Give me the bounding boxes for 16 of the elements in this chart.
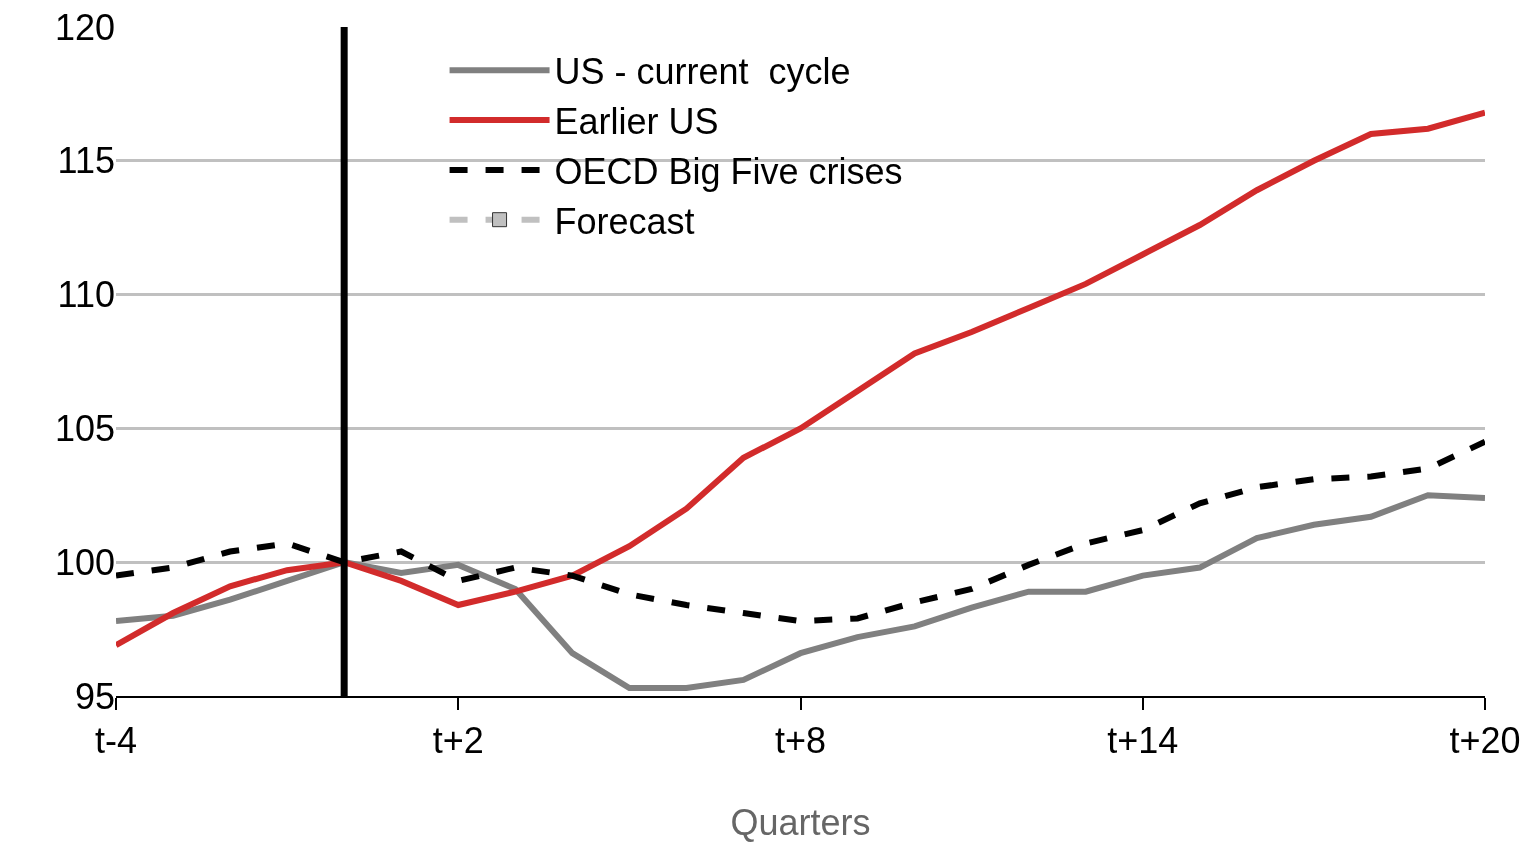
y-tick-label: 105 (54, 408, 115, 449)
x-tick-label: t+2 (432, 720, 484, 762)
y-tick-label: 115 (57, 140, 115, 182)
x-tick-label: t+8 (774, 720, 827, 762)
y-tick-label: 95 (74, 675, 115, 717)
x-tick-label: t-4 (94, 720, 138, 762)
legend-label: OECD Big Five crises (554, 150, 903, 192)
legend-label: US - current cycle (554, 51, 851, 93)
y-tick-label: 110 (57, 274, 115, 316)
x-tick-label: t+14 (1107, 720, 1179, 762)
y-tick-label: 100 (54, 541, 115, 583)
y-tick-label: 120 (54, 6, 115, 48)
x-tick-label: t+20 (1449, 720, 1521, 762)
legend-label: Forecast (554, 200, 695, 242)
x-axis-title: Quarters (730, 802, 871, 844)
legend-label: Earlier US (554, 101, 719, 143)
